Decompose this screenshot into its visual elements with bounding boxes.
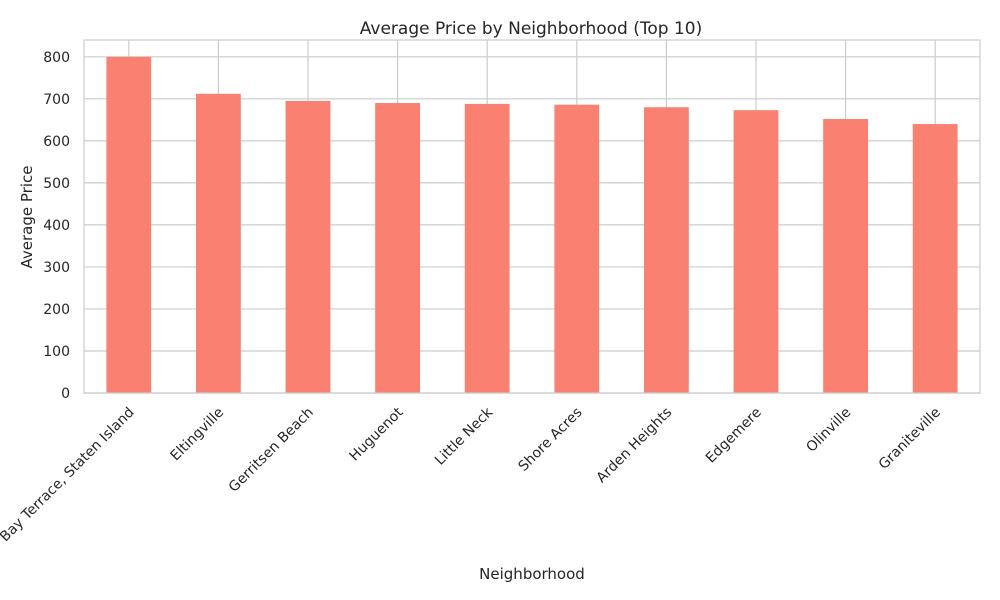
y-tick-label: 700 — [43, 92, 70, 108]
bar — [464, 103, 510, 393]
x-tick-label: Huguenot — [347, 404, 407, 464]
y-axis-label: Average Price — [18, 166, 36, 269]
x-tick-label: Edgemere — [703, 405, 765, 467]
y-tick-label: 800 — [43, 50, 70, 66]
bar — [912, 124, 958, 394]
bar — [375, 103, 420, 394]
bar — [644, 107, 689, 393]
plot-frame — [83, 39, 981, 394]
x-tick-label: Arden Heights — [594, 405, 676, 487]
bar — [285, 100, 331, 394]
bar — [196, 93, 241, 394]
x-tick-label: Olinville — [803, 405, 854, 456]
x-tick-label: Graniteville — [876, 405, 944, 473]
bar — [106, 56, 152, 394]
y-tick-label: 400 — [43, 218, 70, 234]
bars — [106, 56, 958, 394]
x-tick-label: Gerritsen Beach — [226, 405, 317, 496]
y-tick-label: 500 — [43, 176, 70, 192]
y-tick-label: 300 — [43, 260, 70, 276]
y-tick-label: 100 — [43, 344, 70, 360]
chart-title: Average Price by Neighborhood (Top 10) — [360, 19, 702, 39]
y-tick-label: 600 — [43, 134, 70, 150]
x-tick-label: Bay Terrace, Staten Island — [0, 405, 138, 546]
x-tick-label: Shore Acres — [515, 405, 585, 475]
x-axis-ticks: Bay Terrace, Staten Island EltingvilleGer… — [0, 404, 944, 545]
bar — [733, 110, 779, 394]
y-tick-label: 0 — [61, 386, 70, 402]
y-axis-ticks: 0 100 200 300 400 500 600 700 800 — [43, 50, 70, 402]
x-tick-label: Little Neck — [432, 404, 497, 469]
x-axis-label: Neighborhood — [479, 565, 585, 583]
bar — [823, 119, 868, 393]
x-tick-label: Eltingville — [168, 405, 228, 465]
y-tick-label: 200 — [43, 302, 70, 318]
bar — [554, 104, 600, 393]
